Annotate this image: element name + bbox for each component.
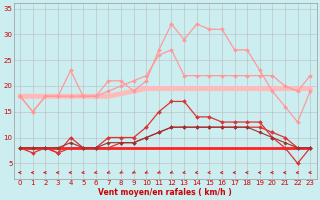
X-axis label: Vent moyen/en rafales ( km/h ): Vent moyen/en rafales ( km/h ): [98, 188, 232, 197]
